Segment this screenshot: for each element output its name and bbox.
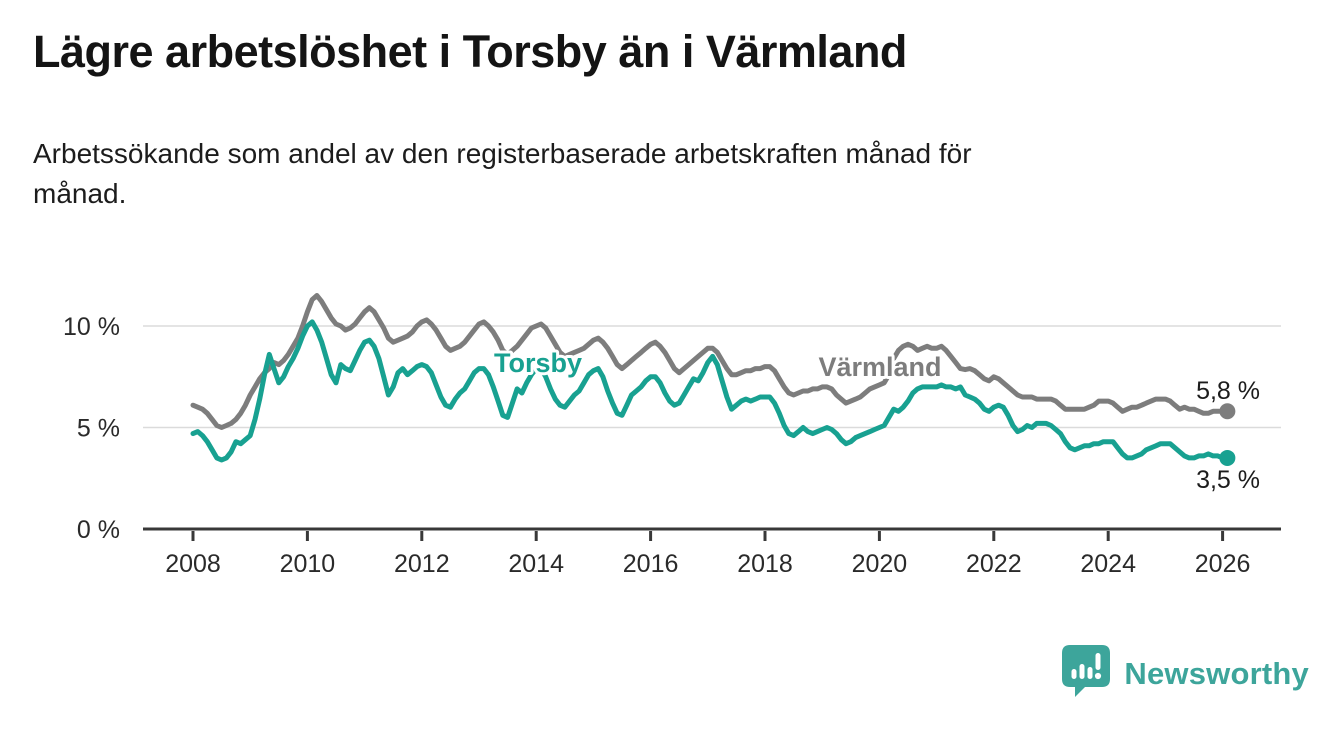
series-end-dot-vrmland (1219, 403, 1236, 420)
series-line-torsby (190, 319, 1230, 463)
y-axis-tick-label: 0 % (77, 516, 120, 544)
x-axis-tick-label: 2008 (165, 550, 221, 578)
unemployment-line-chart: 0 % 5 % 10 % 2008 2010 2012 2014 2016 2018 2020 20… (63, 293, 1281, 578)
series-end-value-label-torsby: 3,5 % (1196, 466, 1260, 494)
series-line-vrmland (190, 293, 1230, 430)
x-axis-tick-label: 2024 (1080, 550, 1136, 578)
x-axis-tick-label: 2016 (623, 550, 679, 578)
newsworthy-logo: Newsworthy (1061, 644, 1309, 703)
y-axis-tick-label: 10 % (63, 313, 120, 341)
x-axis-tick-label: 2012 (394, 550, 450, 578)
chart-canvas: 0 % 5 % 10 % 2008 2010 2012 2014 2016 2018 2020 20… (63, 293, 1281, 578)
chart-subtitle: Arbetssökande som andel av den registerb… (33, 138, 972, 210)
newsworthy-logo-text: Newsworthy (1124, 655, 1309, 691)
page-title: Lägre arbetslöshet i Torsby än i Värmlan… (33, 26, 907, 77)
x-axis-tick-label: 2018 (737, 550, 793, 578)
x-axis-tick-label: 2026 (1195, 550, 1251, 578)
x-axis-tick-label: 2022 (966, 550, 1022, 578)
x-axis-tick-label: 2020 (852, 550, 908, 578)
x-axis-tick-label: 2014 (508, 550, 564, 578)
x-axis-tick-label: 2010 (280, 550, 336, 578)
series-label-torsby: Torsby (494, 348, 582, 378)
series-end-dot-torsby (1219, 449, 1236, 466)
series-label-vrmland: Värmland (818, 352, 941, 382)
y-axis-tick-label: 5 % (77, 415, 120, 443)
series-end-value-label-vrmland: 5,8 % (1196, 377, 1260, 405)
newsworthy-speech-bubble-bar-chart-icon (1061, 644, 1111, 703)
